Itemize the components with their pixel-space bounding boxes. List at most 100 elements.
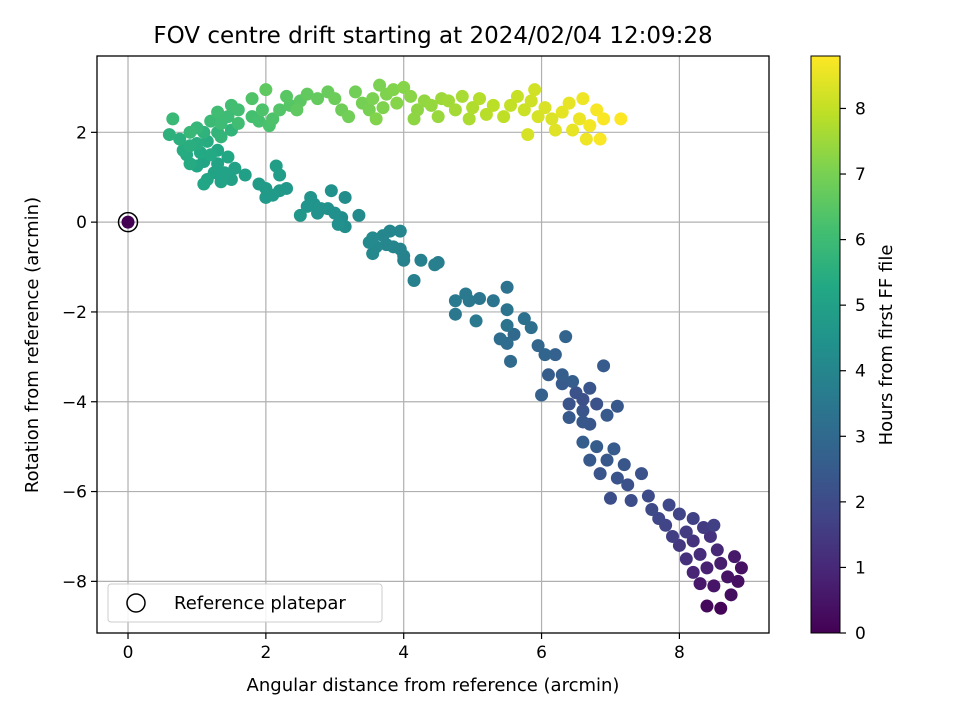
x-tick-label: 0 [123,643,134,663]
scatter-point [562,397,576,411]
colorbar-tick-label: 4 [855,362,866,382]
colorbar-tick-label: 2 [855,493,866,513]
scatter-point [641,489,655,503]
y-tick-label: 2 [76,123,87,143]
scatter-point [559,330,573,344]
scatter-point [504,354,518,368]
scatter-point [531,339,545,353]
scatter-point [545,112,559,126]
x-axis-ticks: 0 2 4 6 8 [123,633,685,663]
y-tick-label: −8 [62,572,87,592]
scatter-point [672,507,686,521]
scatter-point [607,442,621,456]
scatter-point [331,217,345,231]
scatter-point [324,184,338,198]
colorbar-tick-label: 0 [855,624,866,644]
scatter-point [197,177,211,191]
scatter-point [386,83,400,97]
scatter-point [252,177,266,191]
scatter-point [228,161,242,175]
scatter-point [486,294,500,308]
scatter-point [269,159,283,173]
scatter-point [566,375,580,389]
scatter-point [500,280,514,294]
scatter-point [507,327,521,341]
scatter-point [342,110,356,124]
scatter-point [548,123,562,137]
scatter-point [300,87,314,101]
scatter-point [590,103,604,117]
scatter-point [686,534,700,548]
scatter-point [562,96,576,110]
colorbar-tick-label: 7 [855,165,866,185]
scatter-point [714,601,728,615]
scatter-point [204,114,218,128]
scatter-point [531,110,545,124]
x-tick-label: 4 [398,643,409,663]
colorbar-tick-label: 1 [855,558,866,578]
scatter-point [707,518,721,532]
scatter-point [204,148,218,162]
scatter-point [666,529,680,543]
scatter-point [517,103,531,117]
scatter-point [459,287,473,301]
scatter-point [366,231,380,245]
scatter-point [448,294,462,308]
scatter-point [535,388,549,402]
reference-point-layer [117,211,139,233]
scatter-point [431,110,445,124]
scatter-point [376,229,390,243]
scatter-point [214,130,228,144]
scatter-point [710,543,724,557]
scatter-point [183,125,197,139]
y-axis-label: Rotation from reference (arcmin) [22,197,43,493]
scatter-point [214,175,228,189]
scatter-point [672,538,686,552]
legend: Reference platepar [107,583,383,623]
scatter-point [352,208,366,222]
scatter-point [473,92,487,106]
scatter-points [162,78,748,615]
scatter-point [731,574,745,588]
scatter-point [466,101,480,115]
reference-point-ring [117,211,139,233]
scatter-point [221,150,235,164]
scatter-point [724,588,738,602]
scatter-point [562,410,576,424]
scatter-point [338,190,352,204]
scatter-point [700,599,714,613]
scatter-point [707,579,721,593]
colorbar-label: Hours from first FF file [876,245,897,446]
scatter-point [624,494,638,508]
scatter-point [576,404,590,418]
scatter-point [679,525,693,539]
scatter-point [617,458,631,472]
scatter-point [162,128,176,142]
scatter-point [479,107,493,121]
scatter-point [610,399,624,413]
scatter-point [538,348,552,362]
scatter-point [734,561,748,575]
scatter-point [362,103,376,117]
scatter-point [614,112,628,126]
scatter-point [548,348,562,362]
scatter-point [300,199,314,213]
scatter-point [576,415,590,429]
scatter-point [555,105,569,119]
scatter-point [462,112,476,126]
scatter-point [576,92,590,106]
plot-frame [96,55,770,634]
scatter-point [603,491,617,505]
scatter-point [510,89,524,103]
scatter-point [541,368,555,382]
scatter-point [245,92,259,106]
scatter-point [504,98,518,112]
scatter-point [538,101,552,115]
scatter-point [600,408,614,422]
scatter-point [579,132,593,146]
colorbar-tick-label: 6 [855,231,866,251]
scatter-point [517,312,531,326]
scatter-point [397,80,411,94]
scatter-point [428,258,442,272]
